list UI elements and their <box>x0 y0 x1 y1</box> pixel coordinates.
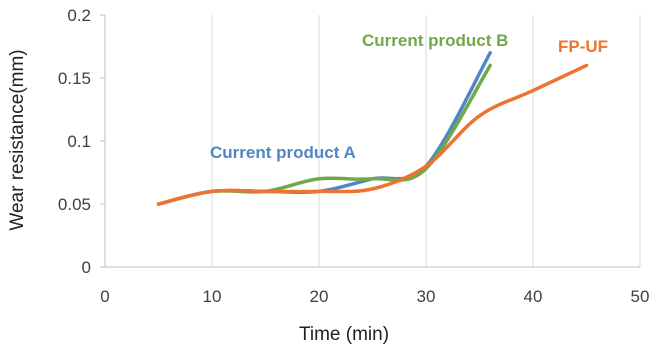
x-axis-title: Time (min) <box>299 324 389 345</box>
series-label-0: Current product A <box>210 143 356 162</box>
series-labels: Current product A Current product B FP-UF <box>210 31 608 162</box>
x-tick-label: 50 <box>631 287 650 306</box>
series-line-2 <box>156 63 589 206</box>
axes: 0 0.05 0.1 0.15 0.2 0 10 20 30 40 50 <box>58 6 650 306</box>
gridlines <box>211 15 641 267</box>
y-tick-label: 0.15 <box>58 69 91 88</box>
y-axis-title: Wear resistance(mm) <box>7 49 28 230</box>
y-tick-label: 0.05 <box>58 195 91 214</box>
y-tick-label: 0.1 <box>67 132 91 151</box>
x-tick-label: 10 <box>203 287 222 306</box>
x-tick-label: 40 <box>524 287 543 306</box>
series-lines <box>156 51 589 206</box>
series-line-0 <box>156 51 492 206</box>
series-line-1 <box>156 63 492 206</box>
x-tick-label: 30 <box>417 287 436 306</box>
y-tick-label: 0 <box>82 258 91 277</box>
series-label-1: Current product B <box>362 31 508 50</box>
series-label-2: FP-UF <box>558 37 608 56</box>
x-tick-label: 20 <box>310 287 329 306</box>
y-tick-label: 0.2 <box>67 6 91 25</box>
x-tick-label: 0 <box>100 287 109 306</box>
